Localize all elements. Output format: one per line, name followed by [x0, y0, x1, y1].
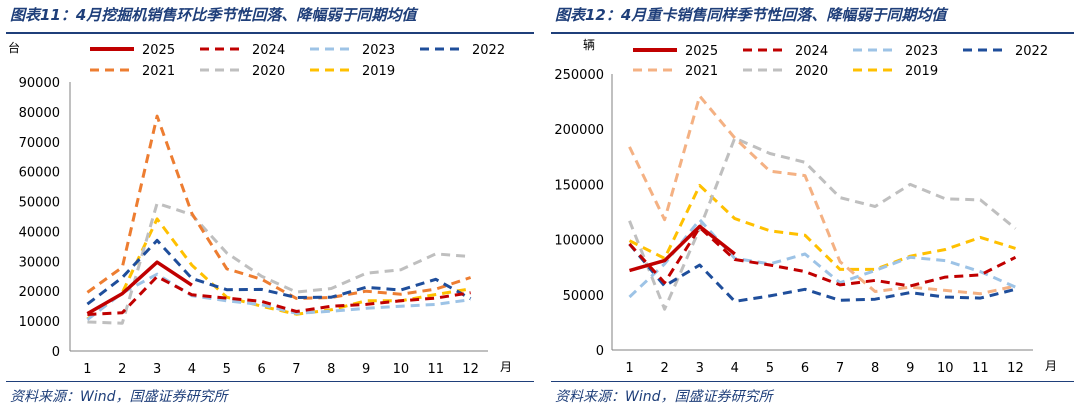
y-tick-label: 0 [52, 345, 60, 360]
x-tick-label: 4 [731, 361, 739, 376]
series-line-2025 [629, 224, 736, 273]
x-tick-label: 8 [327, 362, 335, 377]
x-tick-label: 3 [696, 361, 704, 376]
series-line-2024 [87, 275, 471, 316]
legend-label-2020: 2020 [252, 64, 285, 79]
figure-11: 图表11：4月挖掘机销售环比季节性回落、降幅弱于同期均值 台 0 10000 2000… [6, 6, 534, 405]
legend-label-2019: 2019 [362, 64, 395, 79]
x-axis-unit: 月 [1045, 359, 1057, 373]
y-tick-label: 30000 [19, 255, 60, 270]
x-tick-label: 1 [83, 362, 91, 377]
y-tick-label: 80000 [19, 106, 60, 121]
legend-label-2020: 2020 [795, 64, 828, 79]
y-tick-label: 250000 [554, 68, 604, 83]
y-tick-label: 0 [596, 344, 604, 359]
x-tick-label: 1 [625, 361, 633, 376]
x-tick-label: 12 [462, 362, 479, 377]
series-line-2021 [86, 114, 472, 300]
series-line-2022 [86, 238, 472, 306]
y-tick-label: 10000 [19, 315, 60, 330]
y-tick-label: 60000 [19, 166, 60, 181]
y-tick-label: 70000 [19, 136, 60, 151]
series-line-2023 [628, 218, 1017, 299]
y-tick-label: 50000 [563, 289, 604, 304]
x-tick-label: 10 [393, 362, 410, 377]
x-tick-label: 5 [766, 361, 774, 376]
source-note: 资料来源：Wind，国盛证券研究所 [555, 389, 773, 405]
x-axis-unit: 月 [500, 360, 512, 374]
y-tick-label: 150000 [554, 178, 604, 193]
legend-label-2023: 2023 [905, 44, 938, 59]
series-line-2019 [86, 217, 471, 321]
legend-label-2021: 2021 [685, 64, 718, 79]
y-tick-label: 40000 [19, 225, 60, 240]
x-tick-label: 12 [1007, 361, 1024, 376]
title-rule [551, 32, 1074, 34]
source-rule [6, 381, 534, 382]
x-tick-label: 9 [906, 361, 914, 376]
y-tick-label: 100000 [554, 234, 604, 249]
x-tick-label: 2 [660, 361, 668, 376]
x-tick-label: 7 [836, 361, 844, 376]
title-rule [6, 32, 534, 34]
figure-title: 图表12：4月重卡销售同样季节性回落、降幅弱于同期均值 [555, 6, 947, 24]
x-tick-label: 10 [937, 361, 954, 376]
legend-label-2025: 2025 [142, 43, 175, 58]
legend-label-2022: 2022 [1015, 44, 1048, 59]
x-tick-label: 3 [153, 362, 161, 377]
y-tick-label: 20000 [19, 285, 60, 300]
x-tick-label: 5 [223, 362, 231, 377]
x-tick-label: 2 [118, 362, 126, 377]
legend-label-2024: 2024 [795, 44, 828, 59]
source-rule [551, 381, 1074, 382]
series-line-2019 [628, 184, 1016, 271]
legend-label-2021: 2021 [142, 64, 175, 79]
series-line-2020 [628, 136, 1017, 311]
legend-label-2024: 2024 [252, 43, 285, 58]
source-note: 资料来源：Wind，国盛证券研究所 [10, 389, 228, 405]
figure-title: 图表11：4月挖掘机销售环比季节性回落、降幅弱于同期均值 [10, 6, 417, 24]
series-line-2025 [86, 260, 193, 316]
y-axis-unit: 辆 [583, 38, 595, 52]
series-line-2020 [87, 201, 471, 325]
x-tick-label: 6 [257, 362, 265, 377]
series-line-2023 [86, 272, 471, 321]
x-tick-label: 8 [871, 361, 879, 376]
series-line-2021 [628, 94, 1016, 296]
y-tick-label: 50000 [19, 196, 60, 211]
y-axis-unit: 台 [8, 40, 20, 55]
legend-label-2019: 2019 [905, 64, 938, 79]
x-tick-label: 4 [188, 362, 196, 377]
series-line-2024 [628, 226, 1017, 288]
legend-label-2023: 2023 [362, 43, 395, 58]
legend-label-2022: 2022 [472, 43, 505, 58]
x-tick-label: 11 [972, 361, 989, 376]
y-tick-label: 200000 [554, 123, 604, 138]
figure-12: 图表12：4月重卡销售同样季节性回落、降幅弱于同期均值 辆 0 50000 10000… [545, 0, 1080, 410]
x-tick-label: 6 [801, 361, 809, 376]
x-tick-label: 9 [362, 362, 370, 377]
legend-label-2025: 2025 [685, 44, 718, 59]
y-tick-label: 90000 [19, 76, 60, 91]
excavator-sales-chart: 台 0 10000 20000 30000 40000 50000 60000 70000 800… [8, 40, 512, 377]
x-tick-label: 7 [292, 362, 300, 377]
x-tick-label: 11 [427, 362, 444, 377]
series-line-2022 [628, 243, 1016, 303]
